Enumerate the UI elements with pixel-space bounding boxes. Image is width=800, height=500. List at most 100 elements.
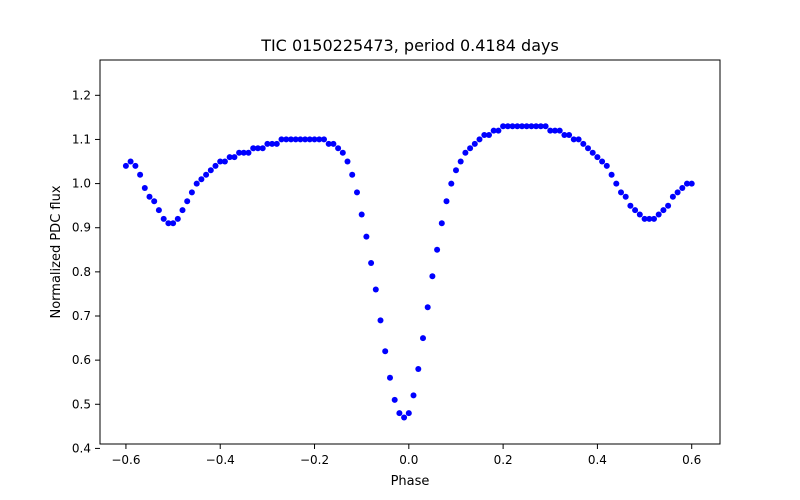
data-point (217, 158, 224, 165)
data-point (580, 140, 587, 147)
y-tick-label: 0.8 (72, 265, 91, 279)
data-point (438, 220, 445, 227)
data-point (632, 207, 639, 214)
data-point (160, 215, 167, 222)
data-point (561, 132, 568, 138)
data-point (589, 149, 596, 156)
y-tick-label: 1.0 (72, 177, 91, 191)
data-point (608, 171, 615, 178)
data-point (245, 149, 252, 156)
y-tick-label: 0.9 (72, 221, 91, 235)
data-point (486, 132, 492, 138)
data-point (288, 136, 294, 143)
data-point (603, 162, 610, 169)
data-point (467, 145, 474, 152)
x-tick-label: −0.4 (206, 453, 235, 467)
data-point (292, 136, 299, 143)
x-tick-label: 0.0 (399, 453, 418, 467)
data-point (509, 123, 516, 130)
x-tick-label: 0.4 (588, 453, 607, 467)
data-point (259, 145, 266, 152)
data-point (476, 136, 483, 143)
data-point (330, 140, 337, 147)
data-point (174, 215, 181, 222)
data-point (212, 162, 219, 169)
data-point (495, 127, 502, 134)
data-point (368, 260, 375, 266)
data-point (519, 123, 525, 130)
data-point (141, 185, 148, 191)
data-point (528, 123, 535, 130)
data-point (533, 123, 540, 130)
data-point (165, 220, 172, 227)
data-point (594, 154, 601, 161)
data-point (636, 211, 643, 218)
data-point (570, 136, 577, 143)
data-point (240, 149, 247, 156)
data-point (613, 180, 620, 187)
data-point (382, 348, 389, 355)
data-point (481, 132, 488, 138)
y-tick-label: 0.5 (72, 397, 91, 411)
data-point (537, 123, 544, 130)
data-point (358, 211, 365, 218)
data-point (132, 162, 139, 169)
data-point (434, 246, 441, 253)
data-point (203, 171, 210, 178)
data-point (339, 149, 346, 156)
data-point (226, 154, 233, 161)
data-point (137, 171, 144, 178)
data-point (424, 304, 431, 311)
data-point (688, 180, 695, 187)
data-point (575, 136, 582, 143)
data-point (429, 273, 436, 280)
data-point (372, 286, 379, 293)
data-point (547, 127, 554, 134)
data-point (504, 123, 511, 130)
data-point (278, 136, 285, 143)
data-point (269, 140, 276, 147)
data-point (674, 189, 681, 196)
data-point (443, 198, 450, 205)
data-points (122, 123, 695, 421)
data-point (556, 127, 563, 134)
data-point (335, 145, 342, 152)
data-point (448, 180, 455, 187)
data-point (627, 202, 634, 209)
y-tick-label: 0.4 (72, 441, 91, 455)
data-point (325, 140, 332, 147)
data-point (391, 396, 398, 403)
x-tick-label: −0.2 (300, 453, 329, 467)
data-point (302, 136, 309, 143)
data-point (651, 215, 657, 222)
data-point (273, 140, 280, 147)
y-tick-label: 0.6 (72, 353, 91, 367)
data-point (500, 123, 507, 130)
data-point (387, 374, 393, 381)
y-tick-label: 1.2 (72, 88, 91, 102)
data-point (396, 410, 403, 417)
data-point (321, 136, 327, 143)
data-point (462, 149, 469, 156)
data-point (188, 189, 195, 196)
data-point (415, 366, 422, 372)
data-point (127, 158, 134, 165)
x-tick-label: 0.6 (682, 453, 701, 467)
data-point (401, 414, 408, 421)
data-point (170, 220, 177, 227)
data-point (377, 317, 384, 324)
data-point (646, 215, 653, 222)
data-point (599, 158, 606, 165)
data-point (254, 145, 261, 152)
data-point (471, 140, 478, 147)
data-point (354, 189, 360, 196)
x-axis-ticks: −0.6 −0.4 −0.2 0.0 0.2 0.4 0.6 (111, 444, 701, 467)
data-point (660, 207, 667, 214)
data-point (669, 193, 676, 200)
x-axis-label: Phase (391, 474, 430, 489)
data-point (184, 198, 191, 205)
data-point (179, 207, 186, 214)
data-point (457, 158, 464, 165)
data-point (316, 136, 323, 143)
